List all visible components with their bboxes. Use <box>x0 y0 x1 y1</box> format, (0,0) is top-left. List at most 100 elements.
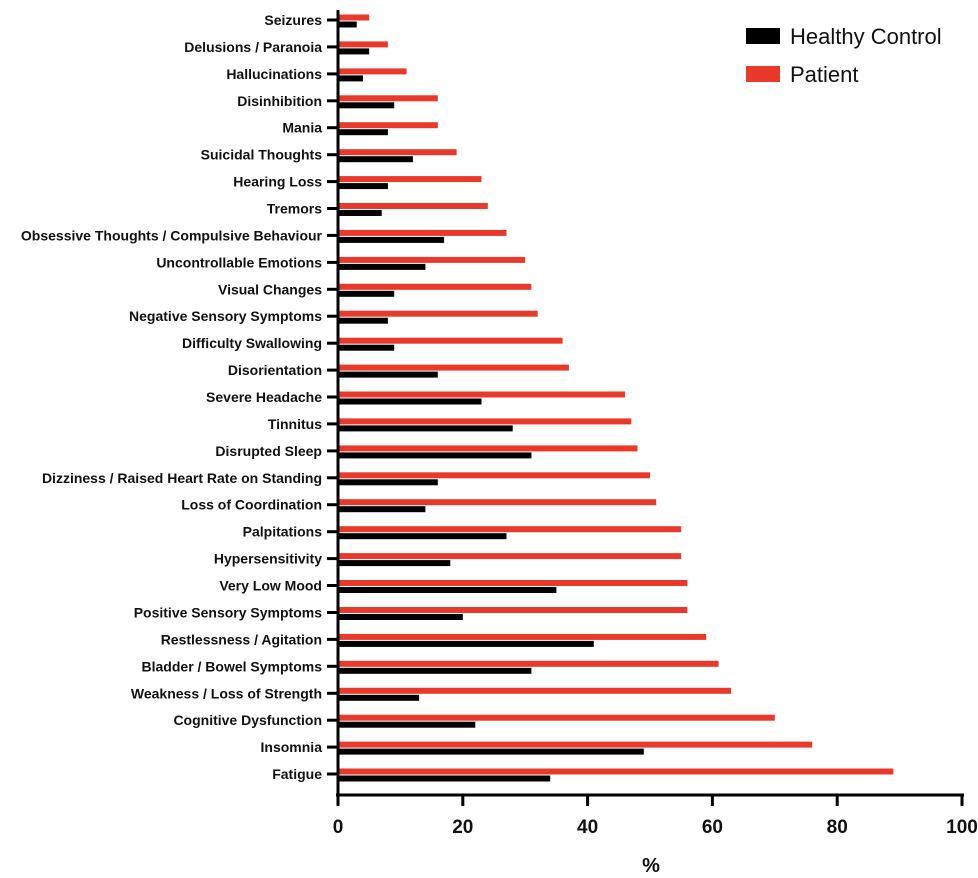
category-label-visual-changes: Visual Changes <box>218 281 322 297</box>
bar-healthy-control-delusions-paranoia <box>338 48 370 55</box>
category-label-hearing-loss: Hearing Loss <box>233 174 322 190</box>
bar-healthy-control-very-low-mood <box>338 587 557 593</box>
bar-healthy-control-uncontrollable-emotions <box>338 263 426 270</box>
bar-healthy-control-mania <box>338 129 388 136</box>
category-label-bladder-bowel-symptoms: Bladder / Bowel Symptoms <box>142 658 323 674</box>
x-tick-label-40: 40 <box>577 817 598 838</box>
category-label-positive-sensory-symptoms: Positive Sensory Symptoms <box>134 605 323 621</box>
bar-patient-uncontrollable-emotions <box>338 256 526 263</box>
bar-patient-severe-headache <box>338 391 625 398</box>
bar-patient-restlessness-agitation <box>338 633 707 640</box>
legend-swatch-patient <box>746 66 780 82</box>
bar-healthy-control-dizziness-raised-heart-rate-on-standing <box>338 479 438 486</box>
category-label-negative-sensory-symptoms: Negative Sensory Symptoms <box>129 308 322 324</box>
category-label-tremors: Tremors <box>267 201 322 217</box>
x-tick-label-60: 60 <box>702 817 723 838</box>
category-label-restlessness-agitation: Restlessness / Agitation <box>161 631 322 647</box>
bar-healthy-control-visual-changes <box>338 290 395 297</box>
bar-patient-positive-sensory-symptoms <box>338 607 688 613</box>
bar-patient-obsessive-thoughts-compulsive-behaviour <box>338 229 507 236</box>
bar-patient-insomnia <box>338 741 813 748</box>
bar-healthy-control-seizures <box>338 21 357 28</box>
category-label-dizziness-raised-heart-rate-on-standing: Dizziness / Raised Heart Rate on Standin… <box>42 470 322 486</box>
x-tick-label-100: 100 <box>946 817 978 838</box>
bar-healthy-control-tinnitus <box>338 425 513 432</box>
bar-healthy-control-difficulty-swallowing <box>338 344 395 351</box>
bar-healthy-control-hypersensitivity <box>338 560 451 567</box>
bar-healthy-control-bladder-bowel-symptoms <box>338 667 532 674</box>
bar-patient-weakness-loss-of-strength <box>338 687 732 694</box>
bar-patient-hypersensitivity <box>338 553 682 560</box>
bar-healthy-control-tremors <box>338 210 382 216</box>
category-label-hypersensitivity: Hypersensitivity <box>214 551 322 567</box>
bar-healthy-control-cognitive-dysfunction <box>338 721 476 728</box>
category-label-cognitive-dysfunction: Cognitive Dysfunction <box>173 712 322 728</box>
bar-patient-disinhibition <box>338 95 438 102</box>
bar-healthy-control-restlessness-agitation <box>338 640 594 647</box>
bar-patient-negative-sensory-symptoms <box>338 310 538 317</box>
category-label-seizures: Seizures <box>264 12 322 28</box>
category-label-tinnitus: Tinnitus <box>268 416 322 432</box>
category-label-disinhibition: Disinhibition <box>237 93 322 109</box>
bar-healthy-control-hallucinations <box>338 75 363 82</box>
legend-label-healthy-control: Healthy Control <box>790 24 942 49</box>
legend-swatch-healthy-control <box>746 28 780 44</box>
bar-patient-bladder-bowel-symptoms <box>338 660 719 667</box>
bar-patient-delusions-paranoia <box>338 41 388 48</box>
bar-patient-dizziness-raised-heart-rate-on-standing <box>338 472 650 479</box>
category-label-loss-of-coordination: Loss of Coordination <box>181 497 322 513</box>
bar-healthy-control-positive-sensory-symptoms <box>338 614 463 620</box>
x-tick-label-20: 20 <box>452 817 473 838</box>
bar-healthy-control-disrupted-sleep <box>338 452 532 459</box>
category-label-suicidal-thoughts: Suicidal Thoughts <box>201 147 323 163</box>
bar-healthy-control-severe-headache <box>338 398 482 405</box>
category-label-palpitations: Palpitations <box>243 524 323 540</box>
category-labels: Seizures Delusions / Paranoia Hallucinatio… <box>21 12 338 782</box>
bar-healthy-control-disinhibition <box>338 102 395 109</box>
bar-patient-disorientation <box>338 364 569 371</box>
category-label-very-low-mood: Very Low Mood <box>219 578 322 594</box>
bar-patient-difficulty-swallowing <box>338 337 563 344</box>
category-label-weakness-loss-of-strength: Weakness / Loss of Strength <box>131 685 322 701</box>
category-label-mania: Mania <box>282 120 322 136</box>
bar-healthy-control-loss-of-coordination <box>338 506 426 513</box>
bar-healthy-control-obsessive-thoughts-compulsive-behaviour <box>338 236 445 243</box>
bar-healthy-control-suicidal-thoughts <box>338 156 413 163</box>
category-label-uncontrollable-emotions: Uncontrollable Emotions <box>156 254 322 270</box>
category-label-fatigue: Fatigue <box>272 766 322 782</box>
bar-patient-disrupted-sleep <box>338 445 638 452</box>
axes <box>336 10 964 797</box>
x-axis-ticks: 0 20 40 60 80 100 <box>333 795 978 838</box>
legend-label-patient: Patient <box>790 62 859 87</box>
bar-patient-fatigue <box>338 768 894 775</box>
bar-healthy-control-fatigue <box>338 775 551 782</box>
bar-patient-cognitive-dysfunction <box>338 714 775 721</box>
bar-healthy-control-insomnia <box>338 748 644 755</box>
bar-patient-mania <box>338 122 438 129</box>
bar-healthy-control-weakness-loss-of-strength <box>338 694 420 701</box>
category-label-disorientation: Disorientation <box>228 362 322 378</box>
x-tick-label-0: 0 <box>333 817 344 838</box>
x-axis-title: % <box>642 855 660 877</box>
legend: Healthy Control Patient <box>746 24 942 87</box>
x-tick-label-80: 80 <box>827 817 848 838</box>
bar-healthy-control-disorientation <box>338 371 438 378</box>
category-label-hallucinations: Hallucinations <box>226 66 322 82</box>
category-label-disrupted-sleep: Disrupted Sleep <box>215 443 322 459</box>
bar-healthy-control-hearing-loss <box>338 183 388 190</box>
category-label-difficulty-swallowing: Difficulty Swallowing <box>182 335 322 351</box>
bar-patient-loss-of-coordination <box>338 499 657 506</box>
category-label-insomnia: Insomnia <box>261 739 323 755</box>
bars-layer <box>338 14 894 782</box>
category-label-severe-headache: Severe Headache <box>206 389 322 405</box>
category-label-delusions-paranoia: Delusions / Paranoia <box>184 39 322 55</box>
bar-patient-seizures <box>338 14 370 21</box>
bar-healthy-control-palpitations <box>338 533 507 540</box>
bar-patient-tremors <box>338 203 488 209</box>
category-label-obsessive-thoughts-compulsive-behaviour: Obsessive Thoughts / Compulsive Behaviou… <box>21 227 323 243</box>
bar-patient-palpitations <box>338 526 682 533</box>
bar-patient-hallucinations <box>338 68 407 75</box>
bar-healthy-control-negative-sensory-symptoms <box>338 317 388 324</box>
bar-patient-visual-changes <box>338 283 532 290</box>
